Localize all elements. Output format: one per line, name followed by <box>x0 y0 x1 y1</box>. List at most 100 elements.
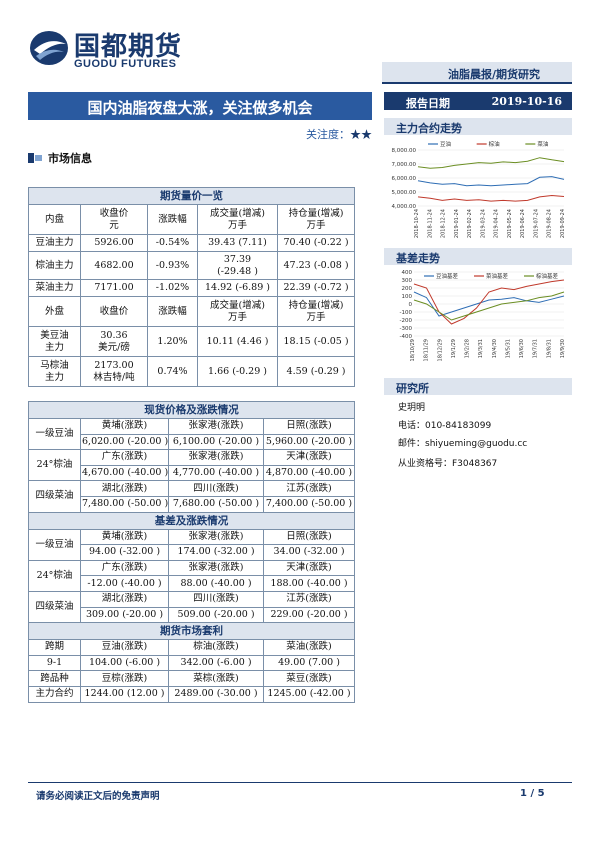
cell: 湖北(涨跌) <box>80 480 169 497</box>
cell: 菜油(涨跌) <box>263 639 355 656</box>
header-line: 万手 <box>306 311 326 323</box>
cell: 2173.00 林吉特/吨 <box>80 356 148 387</box>
cell: 张家港(涨跌) <box>168 528 264 546</box>
header-cell: 外盘 <box>28 296 81 327</box>
cell-line: 37.39 <box>223 253 252 265</box>
research-heading: 研究所 <box>384 378 572 395</box>
analyst-phone: 电话：010-84183099 <box>398 421 492 431</box>
cell: 日照(涨跌) <box>263 528 355 546</box>
y-tick-label: -400 <box>400 334 413 340</box>
series-line-2 <box>417 194 565 202</box>
header-line: 成交量(增减) <box>210 299 265 311</box>
cell: 509.00 (-20.00 ) <box>168 606 264 624</box>
x-tick-label: 18/12/29 <box>437 339 443 361</box>
logo-text-cn: 国都期货 <box>74 32 183 62</box>
date-label: 报告日期 <box>406 97 450 110</box>
cell: 黄埔(涨跌) <box>80 418 169 435</box>
cell: 5,960.00 (-20.00 ) <box>263 433 355 451</box>
header-line: 万手 <box>227 311 247 323</box>
x-tick-label: 19/3/31 <box>478 339 484 358</box>
cell: 主力合约 <box>28 685 81 703</box>
cell: 4.59 (-0.29 ) <box>276 356 356 387</box>
cell: 四川(涨跌) <box>168 590 264 608</box>
x-tick-label: 19/1/29 <box>451 339 457 358</box>
x-tick-label: 19/8/31 <box>546 339 552 358</box>
cell: 张家港(涨跌) <box>168 449 264 466</box>
footer-divider <box>28 782 572 783</box>
header-cell: 收盘价 <box>80 296 148 327</box>
table-row: 9-1 104.00 (-6.00 ) 342.00 (-6.00 ) 49.00 (… <box>28 654 355 672</box>
cell-line: 主力 <box>44 371 64 383</box>
cell: 天津(涨跌) <box>263 449 355 466</box>
attention-label: 关注度： <box>306 128 350 141</box>
cell: 6,020.00 (-20.00 ) <box>80 433 169 451</box>
x-tick-label: 2019-07-24 <box>533 209 539 238</box>
legend-label: 豆油基差 <box>436 272 459 280</box>
legend-label: 菜油 <box>537 140 549 148</box>
header-cell: 涨跌幅 <box>147 296 198 327</box>
table-row: 6,020.00 (-20.00 ) 6,100.00 (-20.00 ) 5,96… <box>29 433 355 451</box>
legend-label: 棕油 <box>489 140 501 148</box>
cell: 1.66 (-0.29 ) <box>197 356 278 387</box>
cell: 37.39 (-29.48 ) <box>197 251 278 280</box>
cell: 24°棕油 <box>28 559 81 592</box>
table-row: 94.00 (-32.00 ) 174.00 (-32.00 ) 34.00 (-3… <box>29 544 355 561</box>
basis-trend-chart: -400 -300 -200 -100 0 100 200 300 400 18/10/29 18/… <box>400 270 566 361</box>
spot-basis-arb-table: 现货价格及涨跌情况 一级豆油 黄埔(涨跌) 张家港(涨跌) 日照(涨跌) 6,020.… <box>28 401 355 703</box>
table-row: 主力合约 1244.00 (12.00 ) 2489.00 (-30.00 ) 124… <box>28 685 355 703</box>
legend-label: 豆油 <box>440 140 452 148</box>
cell: 342.00 (-6.00 ) <box>168 654 264 672</box>
cell: 34.00 (-32.00 ) <box>263 544 355 561</box>
cell: 24°棕油 <box>28 449 81 482</box>
y-tick-label: 7,000.00 <box>392 162 417 168</box>
spot-section-title: 现货价格及涨跌情况 <box>28 401 355 419</box>
basis-section-header: 基差及涨跌情况 <box>28 511 355 530</box>
x-tick-label: 19/5/31 <box>505 339 511 358</box>
cell: -0.93% <box>147 251 198 280</box>
main-contract-chart: 4,000.00 5,000.00 6,000.00 7,000.00 8,000.00… <box>392 140 567 238</box>
cell: 豆油主力 <box>28 234 81 252</box>
cell: 14.92 (-6.89 ) <box>197 279 278 297</box>
cell-line: 30.36 <box>100 329 128 341</box>
table-row: 四级菜油 湖北(涨跌) 四川(涨跌) 江苏(涨跌) <box>28 590 355 624</box>
cell: 4,670.00 (-40.00 ) <box>80 464 169 482</box>
basis-trend-heading: 基差走势 <box>384 248 572 265</box>
y-tick-label: 100 <box>402 294 413 300</box>
analyst-email[interactable]: 邮件：shiyueming@guodu.cc <box>398 439 528 449</box>
cell: 4,770.00 (-40.00 ) <box>168 464 264 482</box>
cell: 江苏(涨跌) <box>263 590 355 608</box>
x-tick-label: 19/2/28 <box>465 339 471 358</box>
x-tick-label: 2019-08-24 <box>547 209 553 238</box>
cell: 张家港(涨跌) <box>168 559 264 577</box>
x-tick-label: 18/10/29 <box>410 339 416 361</box>
cell-line: 2173.00 <box>94 359 134 371</box>
cell-line: 林吉特/吨 <box>93 371 135 383</box>
cell: 江苏(涨跌) <box>263 480 355 497</box>
cell: 马棕油 主力 <box>28 356 81 387</box>
header-cell: 收盘价元 <box>80 204 148 235</box>
cell: 一级豆油 <box>28 417 81 451</box>
cell: 6,100.00 (-20.00 ) <box>168 433 264 451</box>
cell: 5926.00 <box>80 234 148 252</box>
header-line: 万手 <box>306 219 326 231</box>
cell: 跨期 <box>28 639 81 656</box>
header-line: 元 <box>109 219 119 231</box>
table-row: 一级豆油 黄埔(涨跌) 张家港(涨跌) 日照(涨跌) <box>28 528 355 561</box>
table-row: 24°棕油 广东(涨跌) 张家港(涨跌) 天津(涨跌) <box>28 449 355 482</box>
series-line-1 <box>413 291 565 317</box>
table-row: 跨期 豆油(涨跌) 棕油(涨跌) 菜油(涨跌) <box>28 639 355 656</box>
y-tick-label: 300 <box>402 278 413 284</box>
header-cell: 成交量(增减) 万手 <box>197 204 278 235</box>
series-line-1 <box>417 176 565 187</box>
cell-line: 美元/磅 <box>98 341 130 353</box>
x-tick-label: 19/6/30 <box>519 339 525 358</box>
cell: 菜油主力 <box>28 279 81 297</box>
x-tick-label: 2019-06-24 <box>520 209 526 238</box>
header-cell: 持仓量(增减) 万手 <box>276 204 356 235</box>
header-cell: 内盘 <box>28 204 81 235</box>
y-tick-label: -300 <box>400 326 413 332</box>
section-bullet-icon <box>28 153 42 163</box>
cell: 棕油主力 <box>28 251 81 280</box>
table-row: 菜油主力 7171.00 -1.02% 14.92 (-6.89 ) 22.39… <box>28 279 356 297</box>
y-tick-label: 8,000.00 <box>392 148 417 154</box>
